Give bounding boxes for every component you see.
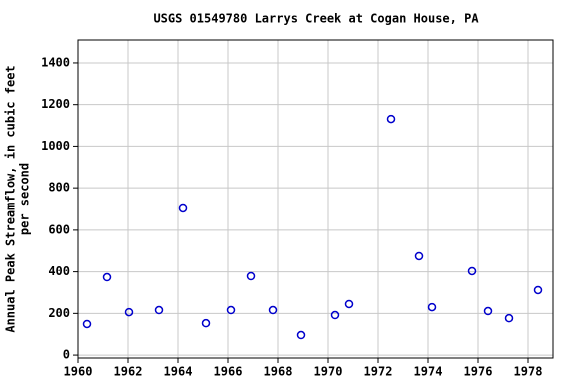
point (246, 271, 256, 281)
y-axis-label: Annual Peak Streamflow, in cubic feet pe… (4, 65, 32, 332)
plot-frame (77, 39, 554, 359)
y-tick-label: 400 (48, 264, 70, 278)
x-tick-label: 1964 (164, 365, 193, 379)
point (124, 307, 134, 317)
y-tick-label: 600 (48, 222, 70, 236)
point (178, 203, 188, 213)
point (483, 306, 493, 316)
point (82, 319, 92, 329)
chart-title: USGS 01549780 Larrys Creek at Cogan Hous… (153, 12, 479, 26)
point (414, 251, 424, 261)
point (102, 272, 112, 282)
y-tick-label: 1000 (41, 139, 70, 153)
point (154, 305, 164, 315)
y-tick-label: 1400 (41, 55, 70, 69)
point (330, 310, 340, 320)
point (533, 285, 543, 295)
point (427, 302, 437, 312)
point (344, 299, 354, 309)
x-tick-label: 1966 (214, 365, 243, 379)
point (467, 266, 477, 276)
x-tick-label: 1970 (314, 365, 343, 379)
point (386, 114, 396, 124)
y-tick-label: 200 (48, 306, 70, 320)
x-tick-label: 1968 (264, 365, 293, 379)
y-tick-label: 800 (48, 181, 70, 195)
point (268, 305, 278, 315)
x-tick-label: 1974 (414, 365, 443, 379)
point (296, 330, 306, 340)
y-axis-label-line: per second (18, 163, 32, 235)
point (504, 313, 514, 323)
x-tick-label: 1976 (464, 365, 493, 379)
y-tick-label: 0 (63, 348, 70, 362)
x-tick-label: 1972 (364, 365, 393, 379)
x-tick-label: 1978 (514, 365, 543, 379)
point (226, 305, 236, 315)
x-tick-label: 1962 (114, 365, 143, 379)
point (201, 318, 211, 328)
x-tick-label: 1960 (64, 365, 93, 379)
y-tick-label: 1200 (41, 97, 70, 111)
y-axis-label-line: Annual Peak Streamflow, in cubic feet (4, 65, 18, 332)
